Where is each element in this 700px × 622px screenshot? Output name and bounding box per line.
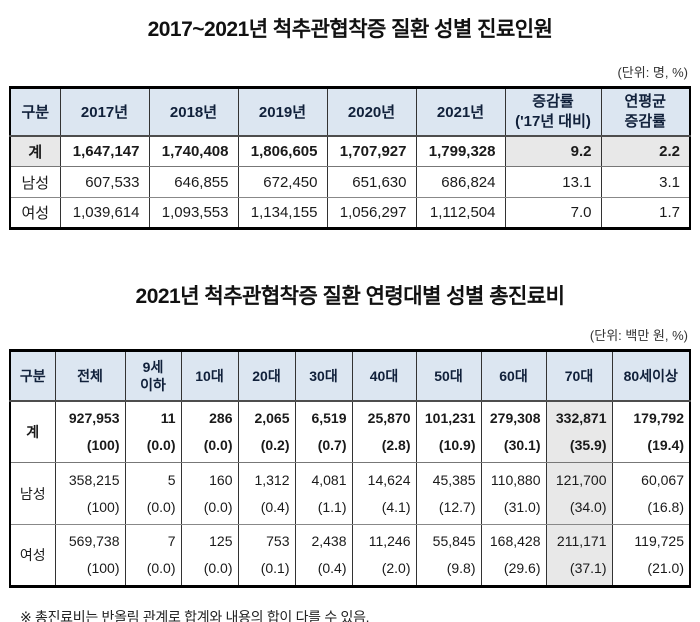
value-cell: 753 (0.1) xyxy=(237,524,296,587)
value-cell: 6,519 (0.7) xyxy=(294,400,353,463)
value-cell: 1,647,147 xyxy=(59,135,150,167)
col-header-30s: 30대 xyxy=(294,350,353,402)
value-cell-highlighted: 121,700 (34.0) xyxy=(545,462,613,525)
value-cell: 14,624 (4.1) xyxy=(351,462,417,525)
value-cell: 110,880 (31.0) xyxy=(480,462,547,525)
value-cell: 7.0 xyxy=(504,197,602,229)
row-label: 남성 xyxy=(9,166,61,198)
value-cell: 1,093,553 xyxy=(148,197,239,229)
value-cell: 1,056,297 xyxy=(326,197,417,229)
table2-unit-note: (단위: 백만 원, %) xyxy=(589,328,688,343)
value-cell: 160 (0.0) xyxy=(180,462,239,525)
value-cell: 607,533 xyxy=(59,166,150,198)
table1-header-row: 구분 2017년 2018년 2019년 2020년 2021년 증감률 ('1… xyxy=(9,87,691,137)
col-header-40s: 40대 xyxy=(351,350,417,402)
col-header-2021: 2021년 xyxy=(415,87,506,137)
value-cell: 686,824 xyxy=(415,166,506,198)
table-row-female: 여성 569,738 (100) 7 (0.0) 125 (0.0) 753 (0.1)… xyxy=(9,524,691,587)
value-cell: 651,630 xyxy=(326,166,417,198)
value-cell: 2,065 (0.2) xyxy=(237,400,296,463)
col-header-total: 전체 xyxy=(54,350,126,402)
value-cell: 45,385 (12.7) xyxy=(415,462,482,525)
header-line: 증감률 xyxy=(532,93,574,111)
value-cell: 11,246 (2.0) xyxy=(351,524,417,587)
cost-by-age-gender-table: 구분 전체 9세 이하 10대 20대 30대 40대 50대 60대 70대 … xyxy=(9,349,691,588)
value-cell: 7 (0.0) xyxy=(124,524,182,587)
col-header-under9: 9세 이하 xyxy=(124,350,182,402)
value-cell: 179,792 (19.4) xyxy=(611,400,691,463)
table-row-male: 남성 358,215 (100) 5 (0.0) 160 (0.0) 1,312 (0.… xyxy=(9,462,691,525)
row-label: 여성 xyxy=(9,197,61,229)
col-header-gubun: 구분 xyxy=(9,350,56,402)
header-line: ('17년 대비) xyxy=(515,112,591,130)
col-header-20s: 20대 xyxy=(237,350,296,402)
value-cell: 168,428 (29.6) xyxy=(480,524,547,587)
row-label: 계 xyxy=(9,135,61,167)
value-cell: 1,112,504 xyxy=(415,197,506,229)
row-label: 여성 xyxy=(9,524,56,587)
table2-title: 2021년 척추관협착증 질환 연령대별 성별 총진료비 xyxy=(135,285,565,308)
patients-by-gender-table: 구분 2017년 2018년 2019년 2020년 2021년 증감률 ('1… xyxy=(9,86,691,230)
value-cell-highlighted: 332,871 (35.9) xyxy=(545,400,613,463)
value-cell: 3.1 xyxy=(600,166,691,198)
col-header-annual-avg: 연평균 증감률 xyxy=(600,87,691,137)
row-label: 남성 xyxy=(9,462,56,525)
value-cell: 125 (0.0) xyxy=(180,524,239,587)
value-cell: 4,081 (1.1) xyxy=(294,462,353,525)
value-cell: 11 (0.0) xyxy=(124,400,182,463)
col-header-2017: 2017년 xyxy=(59,87,150,137)
table-row-female: 여성 1,039,614 1,093,553 1,134,155 1,056,2… xyxy=(9,197,691,229)
table-row-total: 계 1,647,147 1,740,408 1,806,605 1,707,92… xyxy=(9,135,691,167)
value-cell: 5 (0.0) xyxy=(124,462,182,525)
value-cell: 646,855 xyxy=(148,166,239,198)
value-cell: 60,067 (16.8) xyxy=(611,462,691,525)
row-label: 계 xyxy=(9,400,56,463)
col-header-2019: 2019년 xyxy=(237,87,328,137)
value-cell: 672,450 xyxy=(237,166,328,198)
table1-unit-note: (단위: 명, %) xyxy=(617,65,688,80)
value-cell: 279,308 (30.1) xyxy=(480,400,547,463)
value-cell: 101,231 (10.9) xyxy=(415,400,482,463)
header-line: 증감률 xyxy=(624,112,666,130)
table-row-male: 남성 607,533 646,855 672,450 651,630 686,8… xyxy=(9,166,691,198)
value-cell: 2.2 xyxy=(600,135,691,167)
value-cell: 1,312 (0.4) xyxy=(237,462,296,525)
value-cell: 927,953 (100) xyxy=(54,400,126,463)
value-cell: 9.2 xyxy=(504,135,602,167)
table2-header-row: 구분 전체 9세 이하 10대 20대 30대 40대 50대 60대 70대 … xyxy=(9,350,691,402)
col-header-70s: 70대 xyxy=(545,350,613,402)
value-cell: 1,806,605 xyxy=(237,135,328,167)
value-cell: 55,845 (9.8) xyxy=(415,524,482,587)
col-header-60s: 60대 xyxy=(480,350,547,402)
value-cell: 358,215 (100) xyxy=(54,462,126,525)
value-cell: 1,799,328 xyxy=(415,135,506,167)
table1-title: 2017~2021년 척추관협착증 질환 성별 진료인원 xyxy=(147,18,553,41)
header-line: 9세 xyxy=(142,358,164,375)
value-cell-highlighted: 211,171 (37.1) xyxy=(545,524,613,587)
col-header-change-rate: 증감률 ('17년 대비) xyxy=(504,87,602,137)
col-header-2018: 2018년 xyxy=(148,87,239,137)
value-cell: 119,725 (21.0) xyxy=(611,524,691,587)
value-cell: 286 (0.0) xyxy=(180,400,239,463)
value-cell: 1.7 xyxy=(600,197,691,229)
table-row-total: 계 927,953 (100) 11 (0.0) 286 (0.0) 2,065 (0.… xyxy=(9,400,691,463)
value-cell: 1,740,408 xyxy=(148,135,239,167)
rounding-footnote: ※ 총진료비는 반올림 관계로 합계와 내용의 합이 다를 수 있음. xyxy=(20,609,370,622)
col-header-gubun: 구분 xyxy=(9,87,61,137)
value-cell: 25,870 (2.8) xyxy=(351,400,417,463)
col-header-10s: 10대 xyxy=(180,350,239,402)
value-cell: 13.1 xyxy=(504,166,602,198)
value-cell: 1,039,614 xyxy=(59,197,150,229)
value-cell: 2,438 (0.4) xyxy=(294,524,353,587)
value-cell: 1,134,155 xyxy=(237,197,328,229)
col-header-50s: 50대 xyxy=(415,350,482,402)
value-cell: 1,707,927 xyxy=(326,135,417,167)
value-cell: 569,738 (100) xyxy=(54,524,126,587)
col-header-over80: 80세이상 xyxy=(611,350,691,402)
col-header-2020: 2020년 xyxy=(326,87,417,137)
header-line: 연평균 xyxy=(624,93,666,111)
header-line: 이하 xyxy=(140,376,166,393)
